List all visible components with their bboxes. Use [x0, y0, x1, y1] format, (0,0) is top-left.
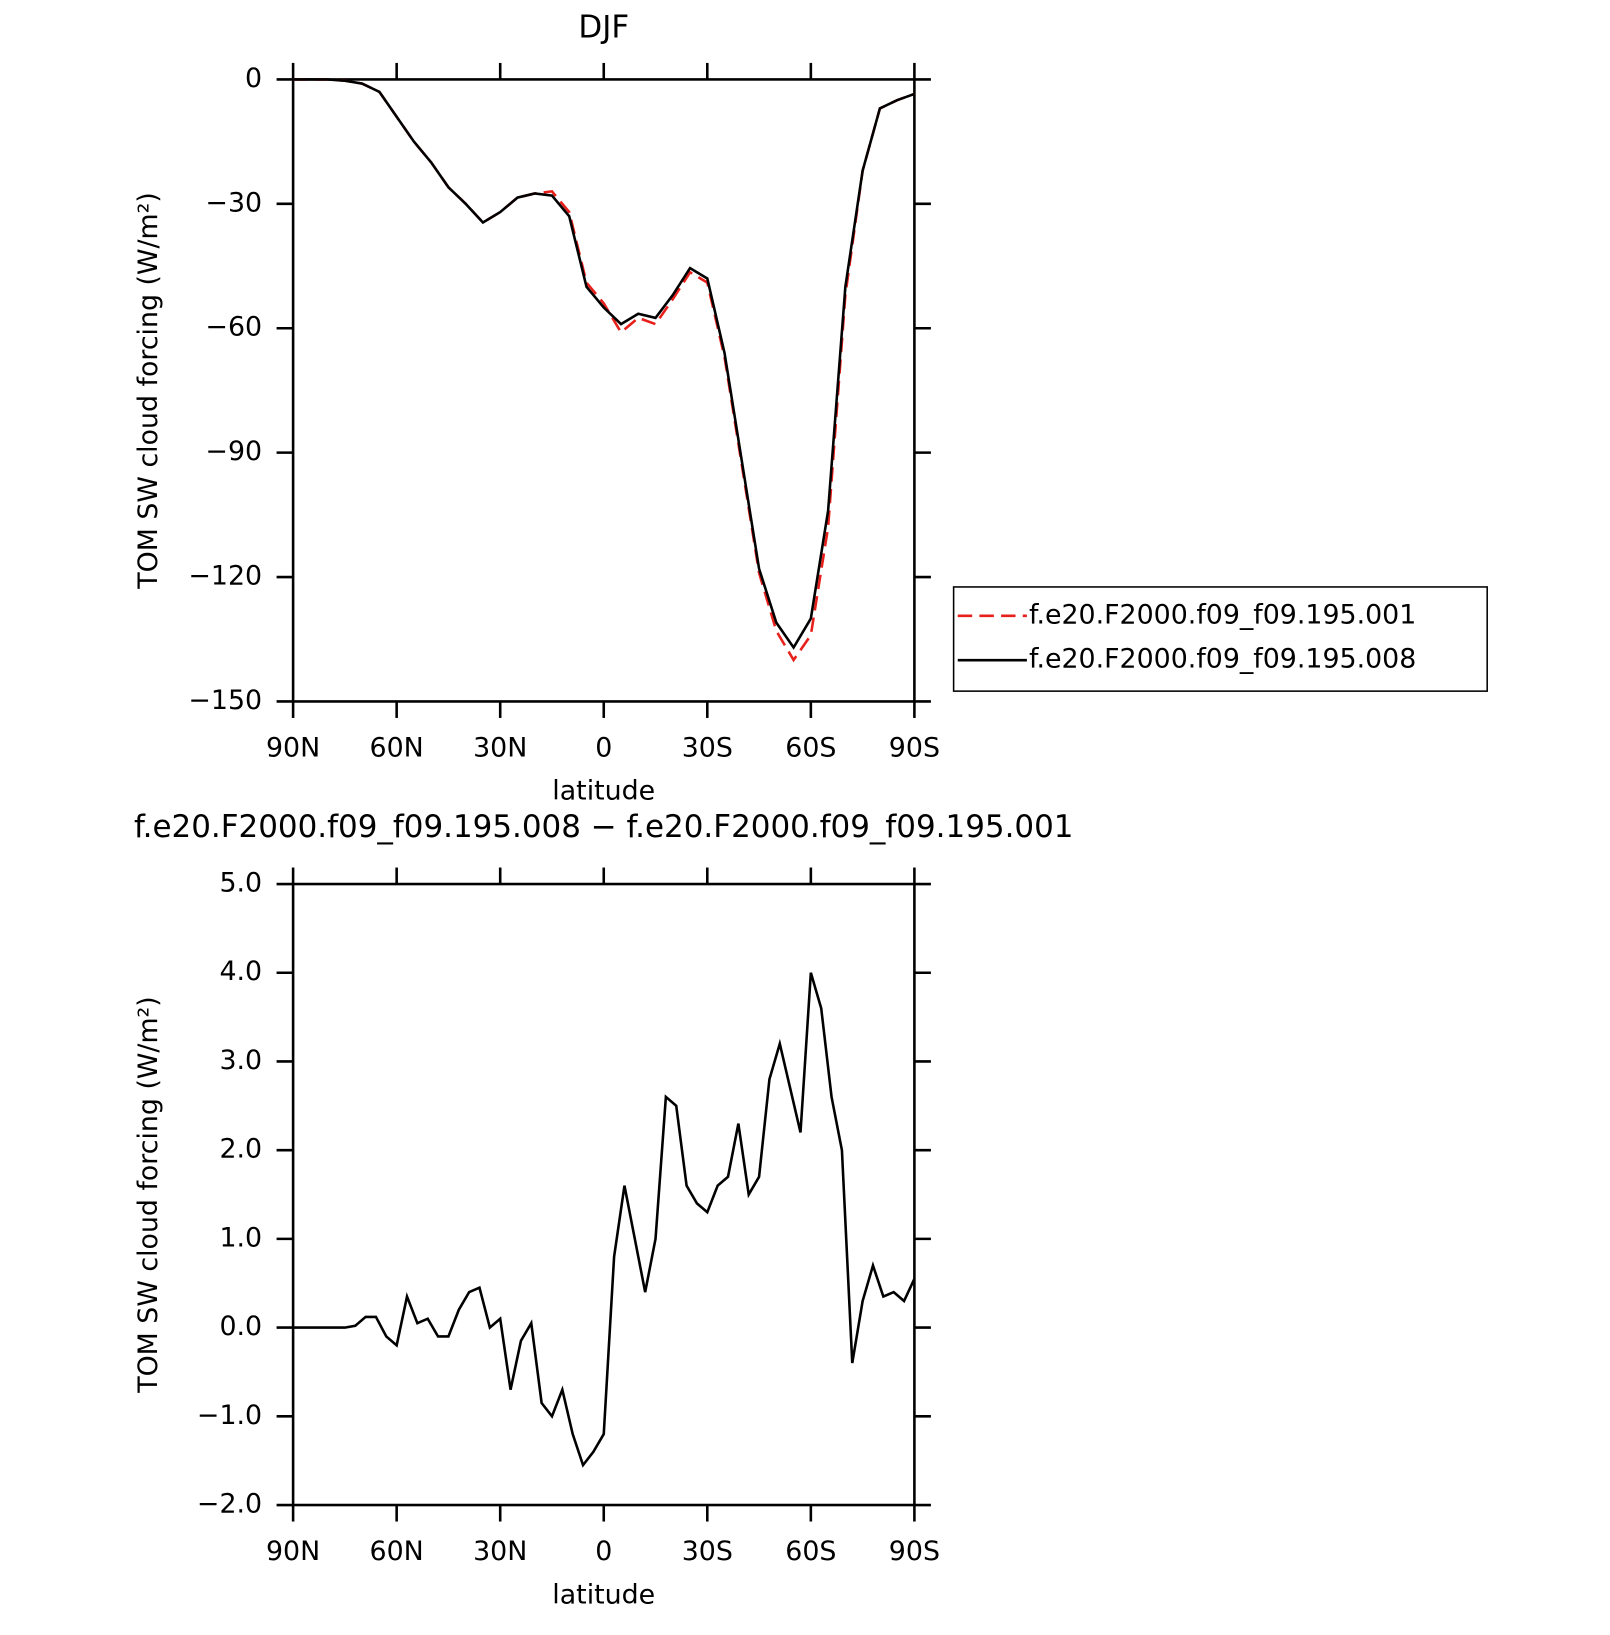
x-tick-label: 60N [370, 732, 424, 763]
y-tick-label: 3.0 [219, 1045, 262, 1076]
x-tick-label: 30S [682, 1536, 733, 1567]
y-tick-label: −150 [188, 685, 262, 716]
y-tick-label: 5.0 [219, 868, 262, 899]
y-tick-label: −1.0 [197, 1400, 262, 1431]
x-tick-label: 60N [370, 1536, 424, 1567]
legend-box [952, 586, 1488, 692]
y-tick-label: 0.0 [219, 1311, 262, 1342]
y-tick-label: −30 [206, 187, 263, 218]
y-tick-label: 2.0 [219, 1134, 262, 1165]
x-tick-label: 30N [473, 1536, 527, 1567]
y-axis-label: TOM SW cloud forcing (W/m²) [133, 996, 164, 1394]
x-tick-label: 90N [266, 732, 320, 763]
chart-title: DJF [578, 9, 629, 45]
legend-label: f.e20.F2000.f09_f09.195.008 [1029, 644, 1416, 675]
x-tick-label: 30N [473, 732, 527, 763]
x-tick-label: 90S [889, 732, 940, 763]
y-axis-label: TOM SW cloud forcing (W/m²) [133, 192, 164, 590]
x-tick-label: 60S [785, 732, 836, 763]
y-tick-label: 0 [245, 63, 262, 94]
x-tick-label: 90S [889, 1536, 940, 1567]
chart-title: f.e20.F2000.f09_f09.195.008 − f.e20.F200… [134, 809, 1073, 845]
x-axis-label: latitude [552, 1579, 655, 1610]
data-line [293, 78, 915, 663]
y-tick-label: −90 [206, 436, 263, 467]
y-tick-label: −60 [206, 312, 263, 343]
x-tick-label: 30S [682, 732, 733, 763]
plot-frame [291, 78, 916, 703]
y-tick-label: −2.0 [197, 1489, 262, 1520]
x-tick-label: 0 [595, 732, 612, 763]
y-tick-label: 4.0 [219, 956, 262, 987]
x-tick-label: 60S [785, 1536, 836, 1567]
legend-label: f.e20.F2000.f09_f09.195.001 [1029, 599, 1416, 630]
data-line [293, 78, 915, 650]
x-tick-label: 0 [595, 1536, 612, 1567]
plot-frame [291, 882, 916, 1507]
x-tick-label: 90N [266, 1536, 320, 1567]
x-axis-label: latitude [552, 776, 655, 807]
y-tick-label: 1.0 [219, 1222, 262, 1253]
data-line [293, 972, 916, 1468]
y-tick-label: −120 [188, 561, 262, 592]
